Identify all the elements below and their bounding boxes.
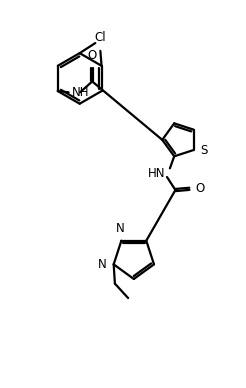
Text: O: O	[196, 182, 205, 195]
Text: Cl: Cl	[94, 31, 106, 44]
Text: NH: NH	[72, 86, 90, 99]
Text: HN: HN	[148, 167, 165, 180]
Text: N: N	[116, 222, 124, 236]
Text: N: N	[98, 258, 107, 271]
Text: O: O	[88, 49, 97, 62]
Text: S: S	[200, 144, 208, 156]
